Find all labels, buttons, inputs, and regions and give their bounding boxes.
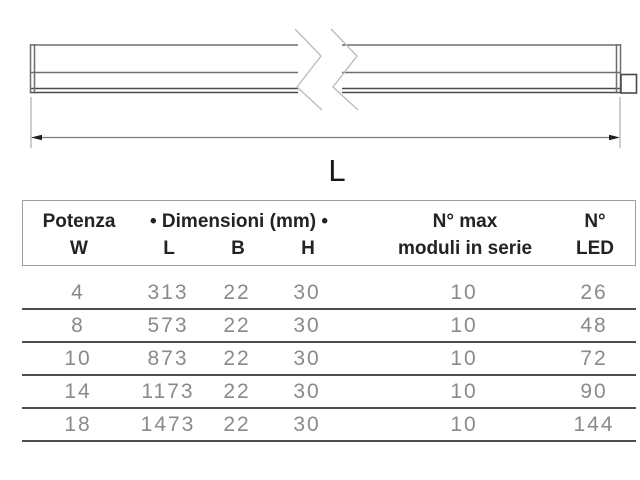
cell-potenza: 14 (64, 380, 92, 403)
table-body: 4 313 22 30 10 26 8 573 22 30 10 48 10 8… (22, 266, 636, 442)
table-row: 14 1173 22 30 10 90 (22, 376, 636, 409)
cell-led: 90 (580, 380, 608, 403)
header-l: L (163, 238, 175, 259)
fixture-endcaps (29, 44, 622, 94)
cell-led: 26 (580, 281, 608, 304)
cell-led: 144 (573, 413, 615, 436)
cell-moduli: 10 (450, 380, 478, 403)
header-potenza: Potenza (42, 211, 116, 232)
cell-moduli: 10 (450, 314, 478, 337)
header-w: W (70, 238, 88, 259)
cell-h: 30 (293, 380, 321, 403)
break-lines-icon (294, 28, 359, 111)
cell-h: 30 (293, 314, 321, 337)
header-nled: N° (584, 211, 606, 232)
table-row: 8 573 22 30 10 48 (22, 310, 636, 343)
cell-b: 22 (223, 281, 251, 304)
fixture-outline (29, 44, 638, 94)
fixture-upper-lines (30, 44, 621, 74)
cell-b: 22 (223, 314, 251, 337)
cell-b: 22 (223, 413, 251, 436)
table-row: 10 873 22 30 10 72 (22, 343, 636, 376)
cell-l: 1173 (141, 380, 195, 403)
cell-h: 30 (293, 347, 321, 370)
cell-l: 873 (147, 347, 189, 370)
spec-table: Potenza • Dimensioni (mm) • N° max N° W … (22, 200, 636, 442)
cell-led: 48 (580, 314, 608, 337)
cell-h: 30 (293, 281, 321, 304)
cell-moduli: 10 (450, 281, 478, 304)
header-h: H (301, 238, 315, 259)
cell-l: 313 (147, 281, 189, 304)
cell-potenza: 18 (64, 413, 92, 436)
cell-potenza: 10 (64, 347, 92, 370)
right-arrowhead-icon (609, 134, 620, 141)
dimension-annotation (30, 97, 621, 148)
cell-b: 22 (223, 347, 251, 370)
break-zigzag-right (330, 28, 359, 111)
table-row: 4 313 22 30 10 26 (22, 266, 636, 310)
end-connector-tab (620, 73, 638, 94)
cell-b: 22 (223, 380, 251, 403)
length-dimension-label: L (328, 153, 345, 188)
cell-moduli: 10 (450, 413, 478, 436)
break-zigzag-left (294, 28, 323, 111)
fixture-dimension-diagram: L (29, 28, 638, 188)
fixture-lower-lines (30, 87, 621, 94)
header-moduli-in-serie: moduli in serie (397, 238, 533, 259)
cell-potenza: 4 (71, 281, 85, 304)
extension-lines (30, 97, 621, 148)
table-row: 18 1473 22 30 10 144 (22, 409, 636, 442)
header-led: LED (576, 238, 614, 259)
header-dimensioni-group: • Dimensioni (mm) • (150, 211, 328, 232)
cell-h: 30 (293, 413, 321, 436)
cell-potenza: 8 (71, 314, 85, 337)
cell-moduli: 10 (450, 347, 478, 370)
left-arrowhead-icon (31, 134, 42, 141)
cell-l: 573 (147, 314, 189, 337)
cell-led: 72 (580, 347, 608, 370)
cell-l: 1473 (140, 413, 196, 436)
table-header: Potenza • Dimensioni (mm) • N° max N° W … (22, 200, 636, 266)
header-b: B (231, 238, 245, 259)
header-nmax: N° max (432, 211, 498, 232)
